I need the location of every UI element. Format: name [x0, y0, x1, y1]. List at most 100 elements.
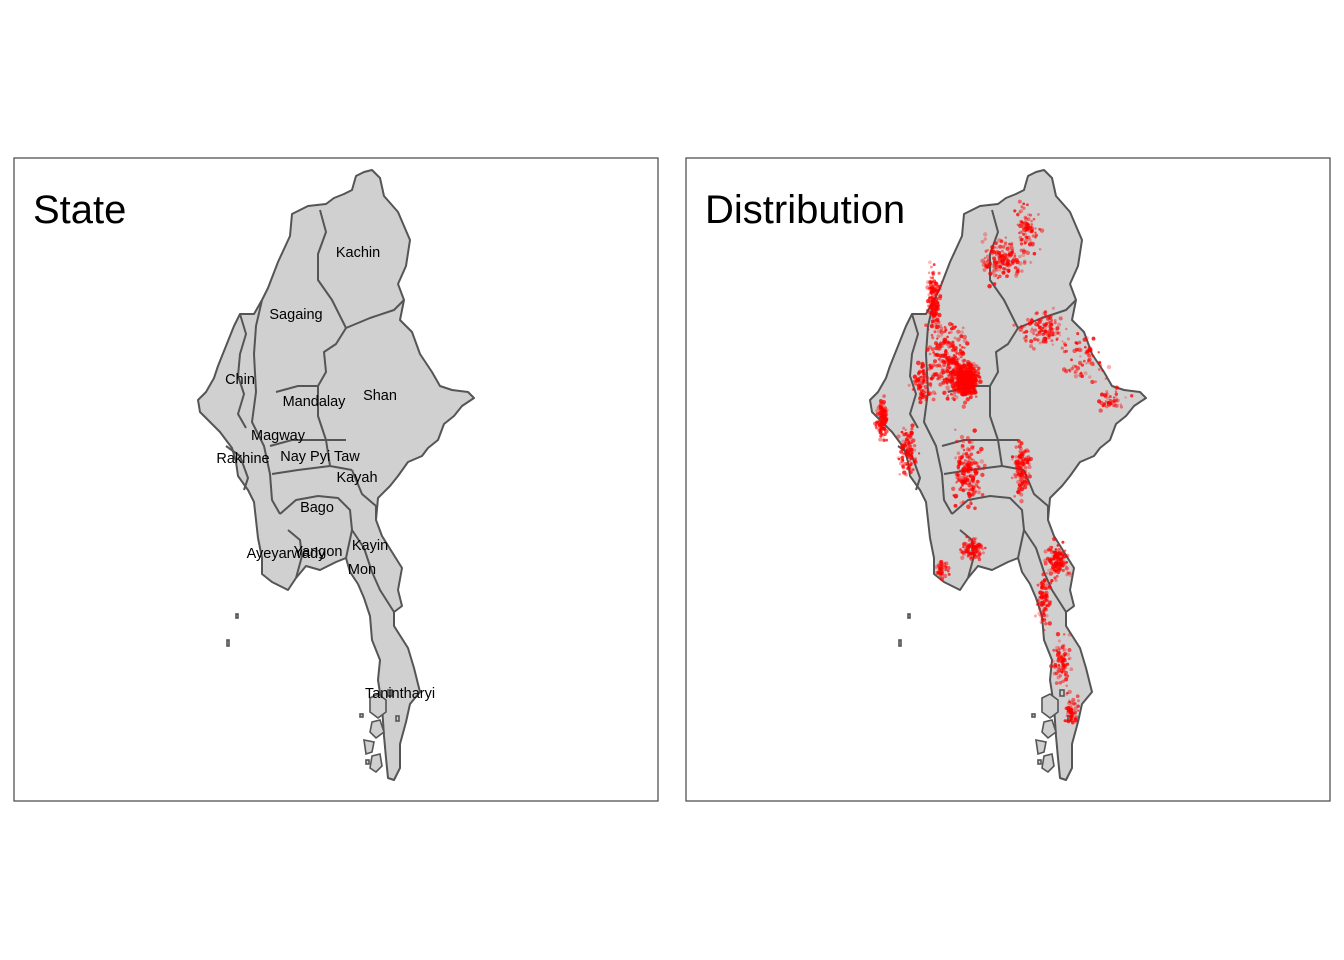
occurrence-point [1054, 548, 1058, 551]
occurrence-point [1039, 581, 1044, 586]
occurrence-point [936, 377, 940, 381]
occurrence-point [938, 566, 942, 569]
occurrence-point [927, 293, 931, 297]
occurrence-point [1051, 333, 1054, 337]
occurrence-point [1036, 212, 1040, 216]
occurrence-point [1018, 223, 1023, 229]
occurrence-point [938, 344, 943, 348]
occurrence-point [973, 536, 978, 541]
occurrence-point [970, 458, 974, 461]
occurrence-point [934, 565, 939, 569]
occurrence-point [1005, 264, 1009, 268]
occurrence-point [936, 312, 939, 315]
occurrence-point [954, 456, 958, 460]
occurrence-point [929, 365, 934, 370]
occurrence-point [960, 445, 965, 450]
occurrence-point [970, 541, 975, 545]
occurrence-point [1035, 333, 1039, 337]
occurrence-point [925, 299, 929, 304]
occurrence-point [1038, 329, 1043, 333]
occurrence-point [999, 267, 1002, 270]
occurrence-point [997, 238, 1002, 243]
occurrence-point [929, 324, 935, 329]
occurrence-point [1003, 263, 1006, 266]
occurrence-point [957, 365, 961, 368]
occurrence-point [1057, 659, 1061, 664]
occurrence-point [1073, 710, 1078, 714]
occurrence-point [968, 474, 972, 478]
occurrence-point [947, 331, 951, 335]
occurrence-point [970, 551, 974, 555]
occurrence-point [965, 397, 970, 402]
occurrence-point [937, 363, 941, 368]
occurrence-point [1073, 717, 1078, 723]
occurrence-point [1042, 612, 1046, 615]
occurrence-point [962, 334, 967, 340]
occurrence-point [992, 273, 997, 278]
occurrence-point [976, 490, 981, 495]
occurrence-point [1082, 337, 1087, 342]
occurrence-point [934, 311, 938, 315]
occurrence-point [1066, 691, 1069, 695]
occurrence-point [977, 544, 981, 548]
occurrence-point [1016, 223, 1020, 227]
occurrence-point [939, 576, 945, 581]
occurrence-point [1104, 400, 1107, 403]
occurrence-point [990, 245, 995, 250]
occurrence-point [986, 258, 991, 263]
occurrence-point [1029, 230, 1032, 234]
occurrence-point [900, 443, 905, 448]
occurrence-point [902, 470, 907, 475]
label-mon: Mon [348, 562, 376, 578]
occurrence-point [1042, 571, 1046, 574]
occurrence-point [936, 343, 940, 347]
occurrence-point [1029, 225, 1033, 229]
occurrence-point [931, 309, 937, 315]
occurrence-point [970, 367, 974, 372]
occurrence-point [971, 537, 976, 542]
occurrence-point [1041, 332, 1045, 337]
occurrence-point [1018, 235, 1022, 240]
occurrence-point [879, 419, 883, 423]
occurrence-point [969, 380, 973, 385]
occurrence-point [1049, 600, 1052, 603]
occurrence-point [959, 355, 963, 359]
occurrence-point [938, 296, 942, 301]
occurrence-point [1068, 709, 1074, 715]
occurrence-point [1023, 241, 1027, 245]
occurrence-point [1065, 652, 1070, 657]
occurrence-point [947, 321, 953, 327]
occurrence-point [980, 239, 985, 244]
occurrence-point [1021, 248, 1026, 253]
occurrence-point [989, 249, 994, 254]
occurrence-point [1049, 550, 1054, 555]
occurrence-point [1032, 328, 1037, 333]
occurrence-point [1027, 474, 1032, 479]
occurrence-point [955, 358, 959, 362]
occurrence-point [982, 267, 987, 272]
occurrence-point [952, 347, 957, 352]
occurrence-point [1022, 259, 1027, 264]
occurrence-point [1017, 462, 1021, 466]
occurrence-point [931, 336, 935, 340]
occurrence-point [922, 371, 927, 376]
occurrence-point [1033, 614, 1038, 618]
occurrence-point [1045, 572, 1049, 575]
occurrence-point [1066, 674, 1070, 678]
occurrence-point [968, 481, 972, 485]
region-labels: Kachin Sagaing Chin Shan Mandalay Magway… [216, 245, 435, 702]
occurrence-point [1014, 445, 1018, 449]
occurrence-point [962, 389, 966, 394]
occurrence-point [878, 406, 883, 410]
occurrence-point [1022, 261, 1027, 265]
occurrence-point [927, 271, 931, 275]
occurrence-point [1060, 346, 1064, 350]
occurrence-point [878, 437, 883, 442]
occurrence-point [975, 382, 980, 387]
occurrence-point [1047, 568, 1051, 572]
occurrence-point [973, 373, 977, 377]
occurrence-point [996, 254, 1002, 259]
occurrence-point [1086, 358, 1091, 363]
occurrence-point [958, 487, 962, 492]
occurrence-point [981, 551, 985, 555]
